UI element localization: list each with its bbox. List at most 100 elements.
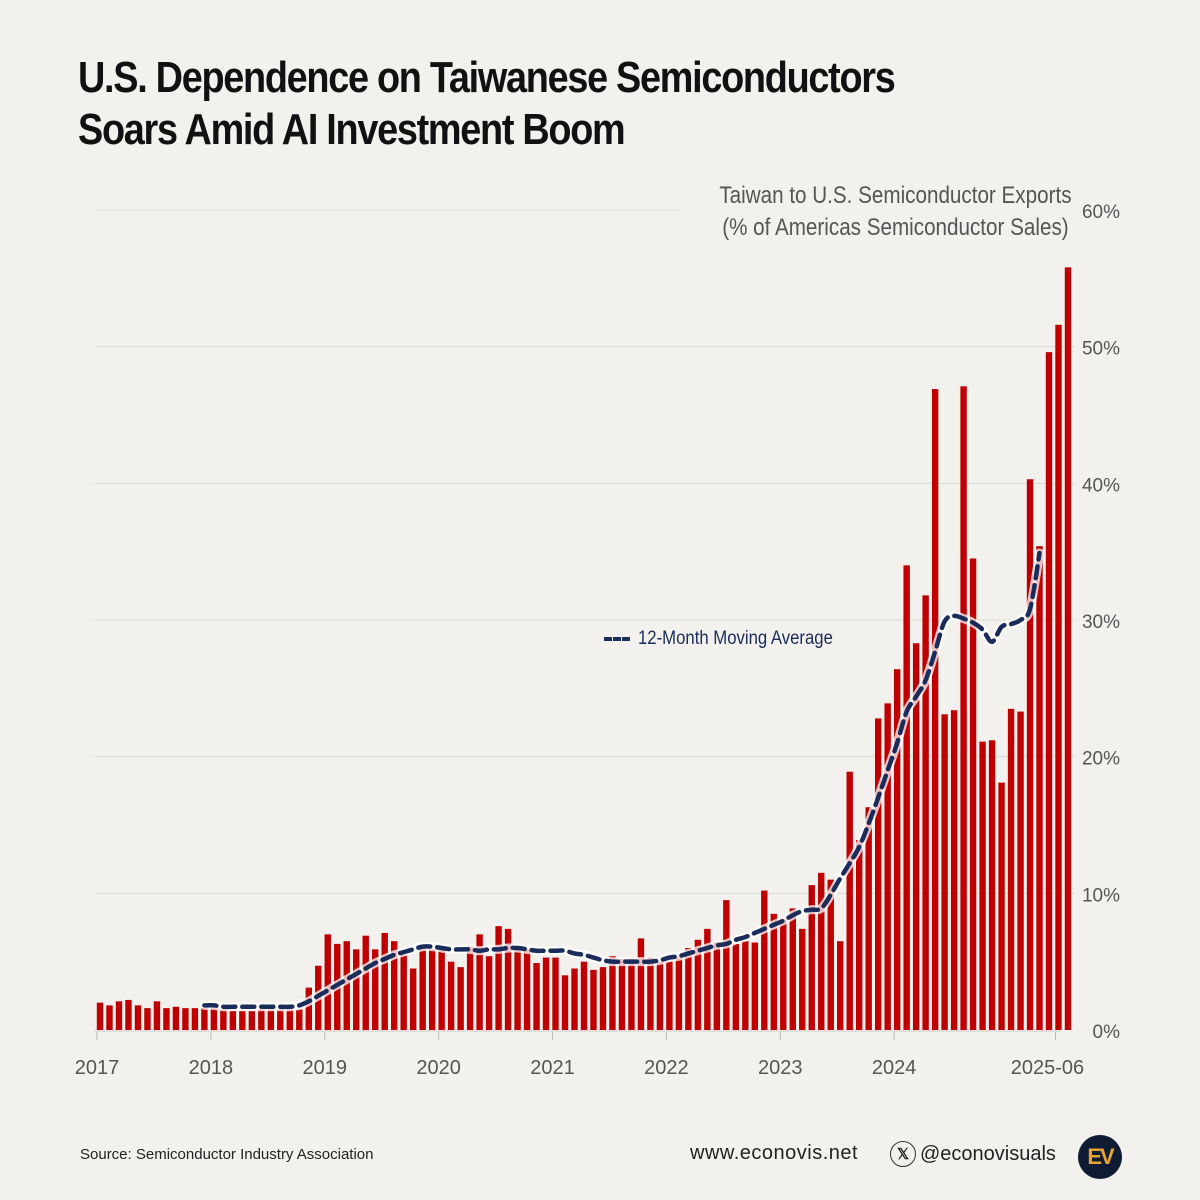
- bar: [675, 957, 683, 1030]
- chart-title: U.S. Dependence on Taiwanese Semiconduct…: [78, 52, 896, 156]
- bar: [903, 565, 910, 1030]
- bar: [381, 932, 388, 1030]
- dashed-line-icon: [604, 637, 630, 641]
- x-axis: 2017 2018 2019 2020 2021 2022 2023 2024 2025-06: [75, 1032, 1084, 1079]
- bar: [931, 389, 939, 1030]
- bar: [656, 961, 664, 1030]
- bar: [704, 928, 711, 1030]
- x-tick-label: 2024: [872, 1057, 917, 1079]
- bar: [789, 908, 796, 1030]
- bar: [248, 1010, 256, 1030]
- website-link[interactable]: www.econovis.net: [690, 1142, 859, 1164]
- bar: [874, 718, 882, 1030]
- bar: [742, 941, 749, 1030]
- bar: [647, 957, 654, 1030]
- bar: [409, 968, 417, 1030]
- bar: [969, 558, 977, 1030]
- bar: [400, 954, 407, 1030]
- bar: [504, 928, 512, 1030]
- ev-logo: EV: [1078, 1135, 1122, 1179]
- bar: [799, 928, 806, 1030]
- gridlines: [95, 209, 1075, 1032]
- bar: [372, 949, 379, 1030]
- bar: [533, 963, 540, 1030]
- bar: [770, 913, 777, 1030]
- bar: [201, 1008, 208, 1030]
- title-line-1: U.S. Dependence on Taiwanese Semiconduct…: [78, 53, 896, 102]
- y-tick-label: 10%: [1082, 885, 1120, 906]
- x-handle[interactable]: 𝕏 @econovisuals: [890, 1141, 1056, 1167]
- moving-average-line: [199, 548, 1045, 1012]
- bar: [106, 1005, 113, 1030]
- bar: [96, 1002, 104, 1030]
- bar: [134, 1005, 142, 1030]
- bar: [362, 935, 369, 1030]
- bar: [239, 1010, 246, 1030]
- bar: [1007, 708, 1015, 1030]
- bar: [277, 1009, 284, 1030]
- bar: [1017, 711, 1024, 1030]
- bar: [153, 1001, 161, 1030]
- bar: [998, 782, 1005, 1030]
- bar: [210, 1008, 218, 1030]
- x-logo-icon: 𝕏: [890, 1141, 916, 1167]
- y-tick-label: 30%: [1082, 612, 1120, 633]
- x-tick-label: 2025-06: [1011, 1057, 1084, 1079]
- bar: [229, 1010, 237, 1030]
- bar: [988, 740, 996, 1030]
- x-tick-label: 2017: [75, 1057, 120, 1079]
- bar: [856, 840, 863, 1030]
- bar: [419, 949, 426, 1030]
- bar: [912, 643, 920, 1030]
- chart-subtitle: Taiwan to U.S. Semiconductor Exports (% …: [720, 180, 1072, 244]
- bar: [666, 961, 673, 1030]
- bar: [191, 1008, 199, 1030]
- bar: [685, 948, 692, 1030]
- bar: [960, 386, 967, 1030]
- bars: [96, 267, 1072, 1031]
- x-handle-text: @econovisuals: [920, 1142, 1056, 1165]
- bar: [476, 934, 483, 1030]
- bar: [144, 1008, 151, 1030]
- bar: [628, 958, 635, 1030]
- bar: [258, 1009, 265, 1030]
- bar: [599, 967, 607, 1030]
- bar: [818, 872, 825, 1030]
- bar: [618, 958, 626, 1030]
- y-tick-label: 60%: [1082, 202, 1120, 223]
- bar: [590, 969, 597, 1030]
- bar: [324, 934, 331, 1030]
- bar: [286, 1009, 293, 1030]
- bar: [390, 941, 398, 1030]
- bar: [1036, 546, 1043, 1030]
- bar: [305, 987, 312, 1030]
- y-tick-label: 20%: [1082, 749, 1120, 770]
- bar: [694, 939, 702, 1030]
- subtitle-line-2: (% of Americas Semiconductor Sales): [722, 214, 1070, 241]
- bar: [922, 595, 929, 1030]
- bar: [495, 926, 502, 1030]
- bar: [827, 879, 834, 1030]
- bar: [865, 807, 872, 1030]
- bar: [723, 900, 730, 1030]
- bar: [837, 941, 844, 1030]
- bar: [523, 949, 531, 1030]
- bar: [884, 703, 891, 1030]
- bar: [979, 741, 986, 1030]
- bar: [1045, 352, 1053, 1031]
- x-tick-label: 2019: [303, 1057, 348, 1079]
- y-tick-label: 40%: [1082, 475, 1120, 496]
- y-tick-label: 50%: [1082, 339, 1120, 360]
- source-note: Source: Semiconductor Industry Associati…: [80, 1146, 374, 1163]
- bar: [732, 943, 740, 1030]
- x-tick-label: 2022: [644, 1057, 689, 1079]
- bar: [761, 890, 768, 1030]
- bar: [571, 968, 578, 1030]
- bar: [1026, 479, 1034, 1030]
- bar: [428, 949, 436, 1030]
- x-tick-label: 2021: [530, 1057, 575, 1079]
- bar: [182, 1008, 189, 1030]
- bar: [561, 975, 569, 1030]
- bar: [1055, 324, 1062, 1030]
